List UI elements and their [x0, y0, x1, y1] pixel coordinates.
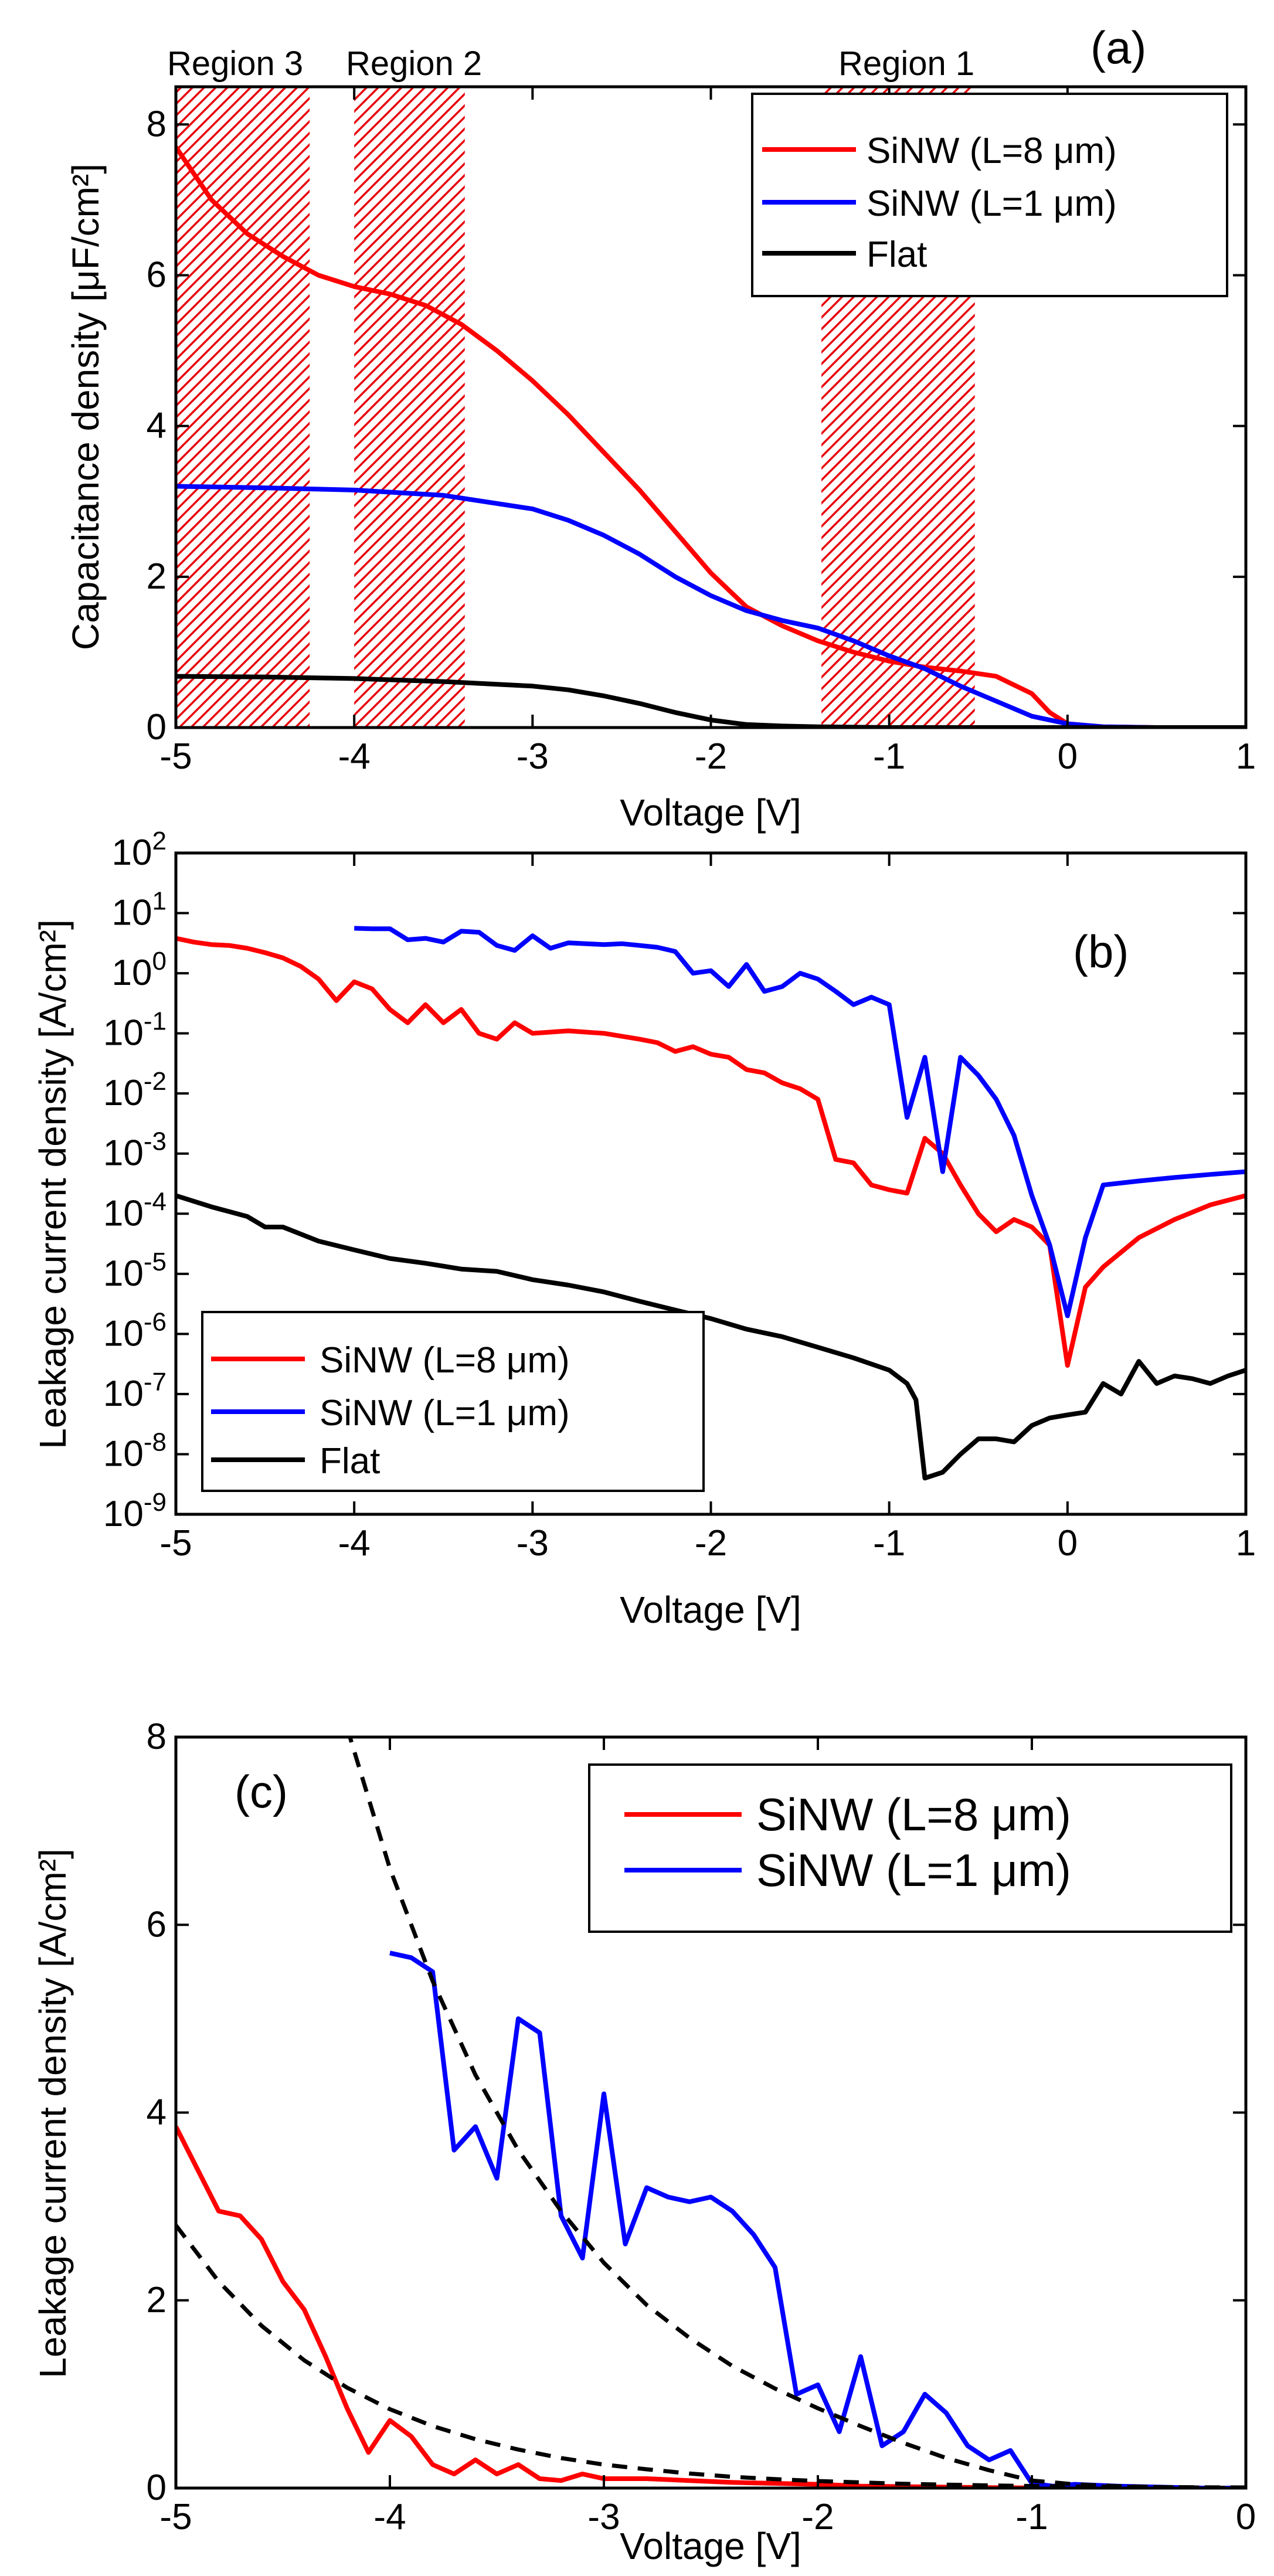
panel-a-x-tick-label: 0: [1058, 736, 1078, 777]
panel-b-y-tick-label: 10-9: [103, 1488, 167, 1534]
panel-a-x-tick-label: 1: [1236, 736, 1256, 777]
panel-b-x-tick-label: -5: [159, 1523, 192, 1564]
panel-b-leakage-log-chart: -5 -4 -3 -2 -1 0 1 10-9 10-8 10-7 10-6 10-5 10-4 10-3…: [32, 827, 1256, 1631]
panel-a-y-tick-label: 2: [147, 556, 167, 597]
region-1-label: Region 1: [838, 45, 974, 83]
legend-a-label-1um: SiNW (L=1 μm): [867, 183, 1117, 224]
panel-a-y-tick-label: 6: [147, 254, 167, 295]
panel-b-x-tick-label: 1: [1236, 1523, 1256, 1564]
panel-a-series-1um: [176, 484, 1246, 728]
panel-b-label: (b): [1073, 926, 1129, 977]
panel-c-legend: SiNW (L=8 μm) SiNW (L=1 μm): [588, 1763, 1232, 1933]
panel-c-x-tick-label: -3: [587, 2497, 620, 2537]
panel-c-x-tick-label: -4: [373, 2497, 406, 2537]
panel-c-label: (c): [235, 1766, 288, 1817]
legend-b-label-flat: Flat: [320, 1441, 380, 1481]
panel-a-label: (a): [1090, 22, 1146, 73]
panel-c-y-tick-label: 4: [147, 2092, 167, 2133]
panel-b-x-tick-label: -4: [338, 1523, 371, 1564]
panel-b-x-tick-label: -2: [695, 1523, 727, 1564]
legend-c-label-1um: SiNW (L=1 μm): [756, 1844, 1071, 1896]
panel-b-y-tick-label: 100: [112, 947, 167, 993]
panel-b-x-tick-label: -3: [517, 1523, 549, 1564]
panel-b-y-tick-label: 10-3: [103, 1127, 167, 1174]
panel-b-series-8um: [176, 936, 1246, 1368]
panel-b-y-tick-label: 101: [112, 887, 167, 933]
panel-c-series-8um: [176, 2125, 1246, 2488]
panel-b-x-axis-label: Voltage [V]: [620, 1589, 801, 1631]
panel-c-y-tick-label: 2: [147, 2280, 167, 2320]
panel-b-y-axis-label: Leakage current density [A/cm²]: [32, 919, 74, 1449]
panel-a-legend: SiNW (L=8 μm) SiNW (L=1 μm) Flat: [751, 93, 1228, 297]
panel-b-y-tick-label: 10-4: [103, 1187, 167, 1233]
panel-c-x-tick-label: -1: [1015, 2497, 1048, 2537]
panel-c-y-tick-label: 6: [147, 1904, 167, 1945]
panel-a-x-tick-label: -2: [695, 736, 727, 777]
panel-b-y-tick-label: 10-6: [103, 1307, 167, 1354]
legend-b-label-8um: SiNW (L=8 μm): [320, 1340, 570, 1381]
panel-c-y-tick-label: 0: [147, 2468, 167, 2508]
panel-b-y-tick-label: 10-1: [103, 1007, 167, 1053]
panel-b-legend: SiNW (L=8 μm) SiNW (L=1 μm) Flat: [201, 1311, 705, 1492]
panel-a-y-tick-label: 8: [147, 104, 167, 144]
panel-c-leakage-linear-chart: -5 -4 -3 -2 -1 0 0 2 4 6 8 (c) SiNW (L=8 μm) SiNW …: [32, 1717, 1256, 2567]
panel-a-x-tick-label: -4: [338, 736, 371, 777]
panel-a-y-tick-label: 0: [147, 707, 167, 747]
legend-c-label-8um: SiNW (L=8 μm): [756, 1789, 1071, 1840]
panel-c-x-axis-label: Voltage [V]: [620, 2525, 801, 2567]
panel-b-y-tick-label: 102: [112, 827, 167, 873]
legend-a-label-flat: Flat: [867, 235, 927, 275]
panel-b-y-tick-label: 10-2: [103, 1067, 167, 1113]
region-2-label: Region 2: [346, 45, 482, 83]
panel-c-y-axis-label: Leakage current density [A/cm²]: [32, 1848, 74, 2378]
panel-a-x-tick-label: -3: [517, 736, 549, 777]
panel-b-y-tick-label: 10-5: [103, 1248, 167, 1294]
hatched-region-region-2: [354, 87, 465, 728]
panel-a-series-8um: [176, 145, 1246, 728]
panel-b-series-1um: [354, 926, 1246, 1318]
panel-c-x-tick-label: 0: [1236, 2497, 1256, 2537]
panel-a-y-tick-label: 4: [147, 406, 167, 446]
panel-b-y-tick-label: 10-8: [103, 1428, 167, 1474]
panel-b-x-tick-label: 0: [1058, 1523, 1078, 1564]
legend-b-label-1um: SiNW (L=1 μm): [320, 1393, 570, 1433]
panel-b-y-tick-label: 10-7: [103, 1368, 167, 1414]
panel-c-x-tick-label: -2: [801, 2497, 834, 2537]
hatched-region-region-3: [176, 87, 310, 728]
panel-a-x-tick-label: -1: [873, 736, 905, 777]
panel-a-y-axis-label: Capacitance density [μF/cm²]: [64, 164, 107, 650]
panel-c-series-dashed-fit-1: [348, 1737, 1246, 2488]
panel-a-x-axis-label: Voltage [V]: [620, 791, 801, 834]
panel-c-y-tick-label: 8: [147, 1717, 167, 1757]
region-3-label: Region 3: [167, 45, 303, 83]
panel-b-series-flat: [176, 1193, 1246, 1481]
panel-a-x-tick-label: -5: [159, 736, 192, 777]
legend-a-label-8um: SiNW (L=8 μm): [867, 131, 1117, 171]
panel-b-x-tick-label: -1: [873, 1523, 905, 1564]
panel-c-series-dashed-fit-8: [176, 2224, 1246, 2488]
panel-c-x-tick-label: -5: [159, 2497, 192, 2537]
